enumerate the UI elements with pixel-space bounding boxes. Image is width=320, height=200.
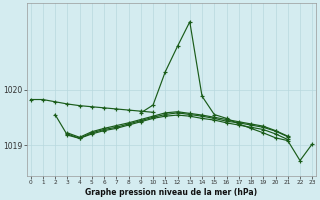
X-axis label: Graphe pression niveau de la mer (hPa): Graphe pression niveau de la mer (hPa) bbox=[85, 188, 258, 197]
